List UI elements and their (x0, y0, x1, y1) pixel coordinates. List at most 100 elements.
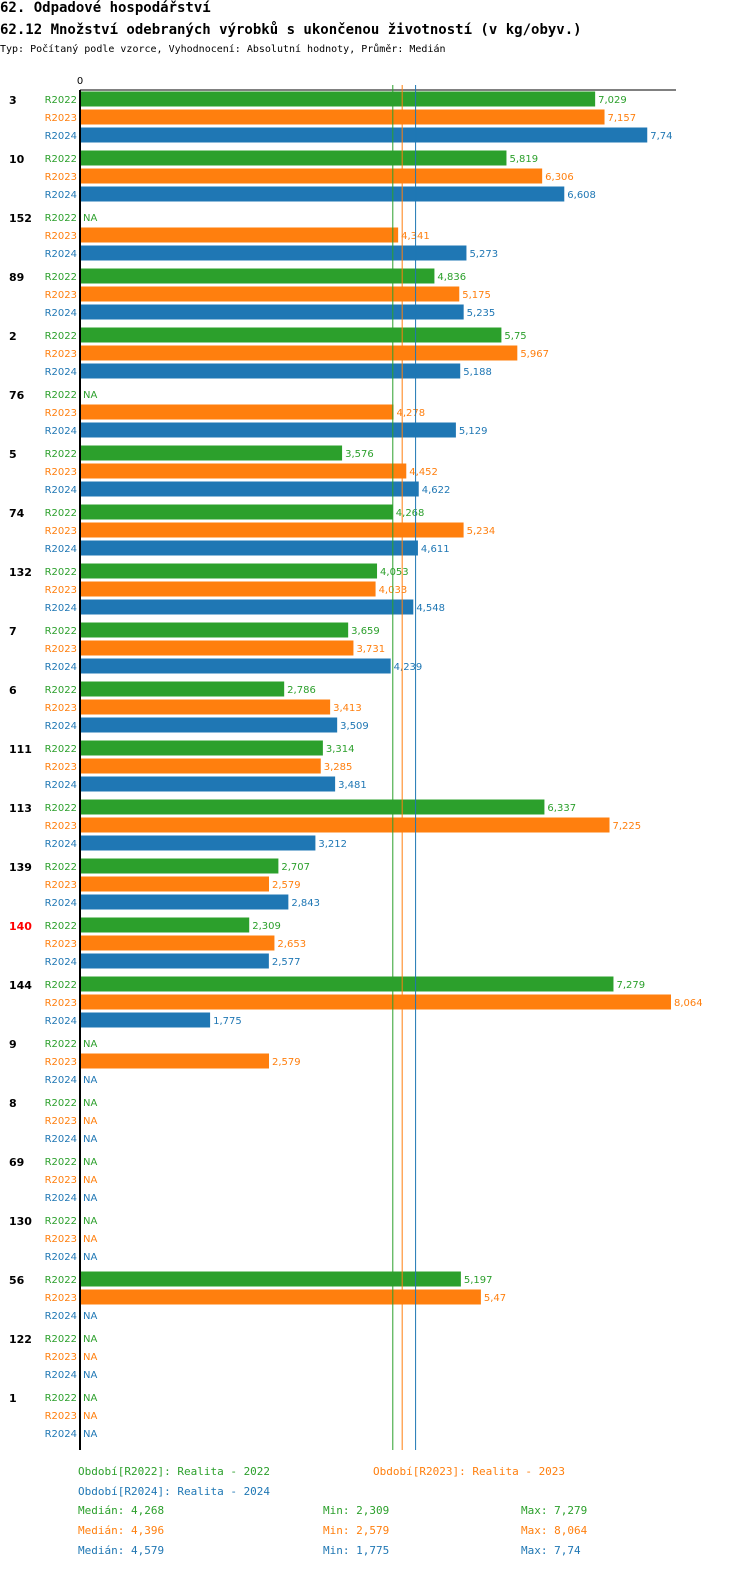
data-label: 2,653 (277, 939, 306, 950)
series-label: R2022 (45, 862, 77, 873)
category-label: 56 (9, 1274, 25, 1287)
category-label: 69 (9, 1156, 24, 1169)
legend-period-2024: Období[R2024]: Realita - 2024 (78, 1485, 271, 1498)
data-label: 3,659 (351, 626, 380, 637)
data-label: 8,064 (674, 998, 703, 1009)
series-label: R2023 (45, 231, 77, 242)
category-label: 144 (9, 979, 32, 992)
category-label: 122 (9, 1333, 32, 1346)
series-label: R2024 (45, 131, 77, 142)
bar (80, 245, 467, 261)
series-label: R2022 (45, 921, 77, 932)
bar (80, 463, 407, 479)
series-label: R2023 (45, 290, 77, 301)
bar (80, 858, 279, 874)
bar (80, 835, 316, 851)
bar (80, 1012, 211, 1028)
series-label: R2022 (45, 1275, 77, 1286)
na-label: NA (83, 1075, 97, 1086)
bar (80, 327, 502, 343)
series-label: R2024 (45, 426, 77, 437)
bar (80, 1053, 270, 1069)
category-label: 74 (9, 507, 25, 520)
bar (80, 817, 610, 833)
data-label: 2,786 (287, 685, 316, 696)
bar (80, 776, 336, 792)
data-label: 7,225 (613, 821, 642, 832)
na-label: NA (83, 1234, 97, 1245)
data-label: 3,481 (338, 780, 367, 791)
legend-period-2023: Období[R2023]: Realita - 2023 (373, 1465, 566, 1478)
data-label: 7,157 (608, 113, 637, 124)
series-label: R2023 (45, 113, 77, 124)
series-label: R2023 (45, 703, 77, 714)
data-label: 5,234 (467, 526, 496, 537)
series-label: R2024 (45, 780, 77, 791)
data-label: 2,579 (272, 1057, 301, 1068)
data-label: 5,273 (469, 249, 498, 260)
data-label: 4,239 (394, 662, 423, 673)
data-label: 4,278 (397, 408, 426, 419)
chart-title: 62.12 Množství odebraných výrobků s ukon… (0, 22, 582, 38)
category-label: 10 (9, 153, 25, 166)
bar (80, 681, 285, 697)
series-label: R2023 (45, 467, 77, 478)
series-label: R2023 (45, 1352, 77, 1363)
bar (80, 658, 391, 674)
category-label: 140 (9, 920, 32, 933)
bar (80, 91, 596, 107)
series-label: R2022 (45, 1216, 77, 1227)
x-axis-zero-label: 0 (77, 76, 83, 87)
bar (80, 168, 543, 184)
bar (80, 740, 323, 756)
category-label: 8 (9, 1097, 17, 1110)
series-label: R2023 (45, 526, 77, 537)
series-label: R2023 (45, 1293, 77, 1304)
series-label: R2023 (45, 1116, 77, 1127)
na-label: NA (83, 1175, 97, 1186)
data-label: 5,197 (464, 1275, 493, 1286)
bar (80, 304, 464, 320)
category-label: 6 (9, 684, 17, 697)
na-label: NA (83, 1039, 97, 1050)
series-label: R2022 (45, 213, 77, 224)
bar (80, 504, 393, 520)
bar (80, 622, 349, 638)
series-label: R2024 (45, 367, 77, 378)
data-label: 4,053 (380, 567, 409, 578)
data-label: 7,029 (598, 95, 627, 106)
na-label: NA (83, 390, 97, 401)
series-label: R2024 (45, 1370, 77, 1381)
series-label: R2023 (45, 408, 77, 419)
data-label: 4,548 (416, 603, 445, 614)
series-label: R2022 (45, 744, 77, 755)
bar (80, 127, 648, 143)
series-label: R2024 (45, 1252, 77, 1263)
series-label: R2024 (45, 898, 77, 909)
series-label: R2023 (45, 998, 77, 1009)
legend-median-2024: Medián: 4,579 (78, 1544, 165, 1557)
bar (80, 522, 464, 538)
series-label: R2024 (45, 544, 77, 555)
series-label: R2023 (45, 821, 77, 832)
series-label: R2024 (45, 485, 77, 496)
series-label: R2023 (45, 762, 77, 773)
series-label: R2023 (45, 1175, 77, 1186)
series-label: R2022 (45, 567, 77, 578)
na-label: NA (83, 1193, 97, 1204)
series-label: R2024 (45, 603, 77, 614)
data-label: 2,579 (272, 880, 301, 891)
legend-period-2022: Období[R2022]: Realita - 2022 (78, 1465, 271, 1478)
series-label: R2022 (45, 508, 77, 519)
series-label: R2024 (45, 839, 77, 850)
na-label: NA (83, 1157, 97, 1168)
series-label: R2024 (45, 190, 77, 201)
data-label: 3,212 (318, 839, 347, 850)
series-label: R2024 (45, 957, 77, 968)
series-label: R2023 (45, 1411, 77, 1422)
series-label: R2023 (45, 1057, 77, 1068)
series-label: R2022 (45, 1039, 77, 1050)
series-label: R2023 (45, 939, 77, 950)
bar (80, 186, 565, 202)
category-label: 132 (9, 566, 32, 579)
